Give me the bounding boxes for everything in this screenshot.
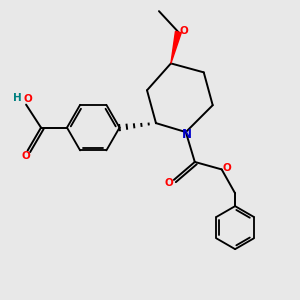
Text: O: O [223,163,231,173]
Text: methoxy: methoxy [0,299,1,300]
Text: O: O [22,151,31,161]
Text: O: O [23,94,32,104]
Polygon shape [171,32,181,63]
Text: O: O [179,26,188,36]
Text: N: N [182,128,192,141]
Text: H: H [13,93,22,103]
Text: methoxy: methoxy [0,299,1,300]
Text: O: O [164,178,173,188]
